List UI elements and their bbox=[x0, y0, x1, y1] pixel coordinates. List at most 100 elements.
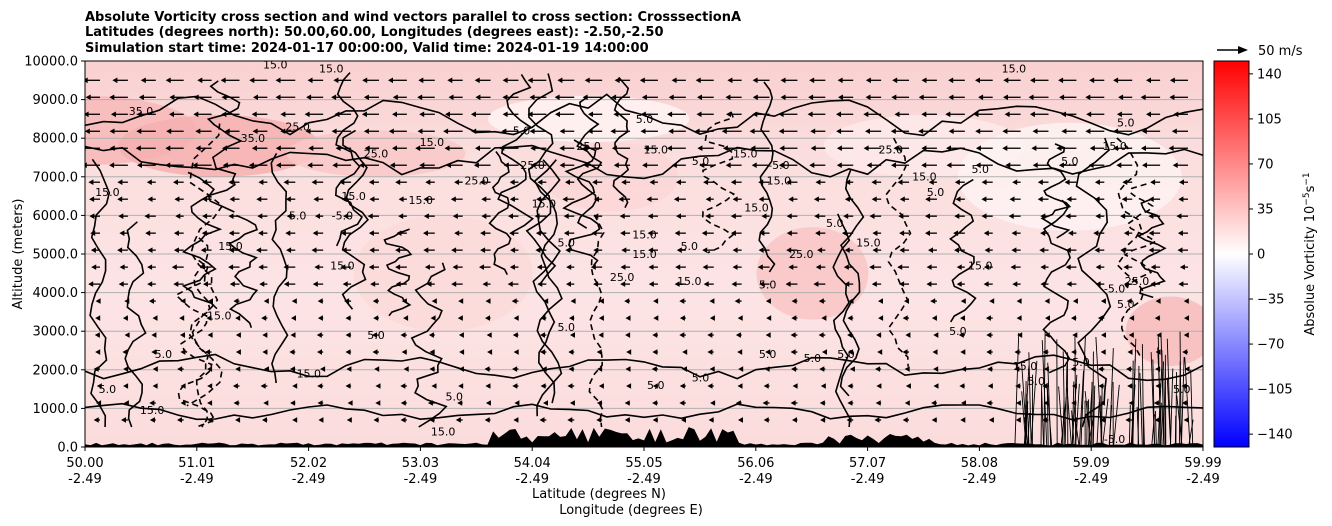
wind-vector bbox=[844, 247, 854, 253]
wind-vector-head bbox=[110, 111, 116, 118]
wind-vector-head bbox=[928, 247, 933, 253]
wind-vector bbox=[810, 128, 826, 135]
wind-vector-head bbox=[392, 111, 397, 118]
wind-vector bbox=[814, 213, 826, 219]
wind-vector bbox=[512, 366, 519, 372]
x-tick-label-latitude: 59.09 bbox=[1073, 456, 1110, 471]
wind-vector-head bbox=[418, 77, 424, 84]
wind-vector-head bbox=[471, 128, 477, 135]
wind-vector-head bbox=[1066, 196, 1072, 202]
wind-vector bbox=[501, 128, 519, 135]
contour-label: 5.0 bbox=[1117, 117, 1135, 130]
contour-label: 15.0 bbox=[218, 240, 243, 253]
wind-vector-head bbox=[314, 264, 320, 270]
wind-vector bbox=[448, 94, 463, 101]
wind-vector-head bbox=[1146, 111, 1151, 118]
contour-line bbox=[949, 178, 977, 323]
wind-vector bbox=[347, 400, 353, 406]
wind-vector bbox=[624, 417, 631, 423]
wind-vector-head bbox=[541, 366, 547, 372]
wind-vector-head bbox=[474, 77, 480, 84]
wind-vector bbox=[403, 315, 409, 321]
wind-vector bbox=[118, 213, 128, 219]
wind-vector bbox=[610, 128, 631, 135]
wind-vector-head bbox=[119, 264, 125, 270]
wind-vector-head bbox=[90, 247, 96, 253]
wind-vector bbox=[759, 281, 770, 287]
wind-vector-head bbox=[925, 230, 930, 236]
wind-vector-head bbox=[423, 196, 429, 202]
contour-label: 5.0 bbox=[681, 240, 699, 253]
wind-vector-head bbox=[261, 315, 267, 321]
wind-vector-head bbox=[721, 128, 727, 135]
wind-vector bbox=[91, 264, 100, 270]
wind-vector-head bbox=[759, 281, 765, 287]
wind-vector-head bbox=[643, 145, 649, 152]
wind-vector-head bbox=[93, 417, 99, 423]
contour-label: -5.0 bbox=[332, 209, 353, 222]
wind-vector-head bbox=[1098, 366, 1104, 372]
wind-vector-head bbox=[258, 230, 264, 236]
wind-vector bbox=[726, 111, 742, 118]
wind-vector-head bbox=[535, 230, 541, 236]
contour-line bbox=[85, 402, 1203, 421]
wind-vector-head bbox=[512, 366, 518, 372]
wind-vector bbox=[283, 179, 296, 186]
wind-vector-head bbox=[893, 145, 899, 152]
wind-vector bbox=[1030, 77, 1049, 84]
wind-vector-head bbox=[843, 264, 849, 270]
wind-vector bbox=[540, 332, 547, 338]
wind-vector bbox=[499, 145, 519, 152]
wind-vector bbox=[758, 196, 770, 202]
wind-vector-head bbox=[252, 128, 258, 135]
wind-vector-head bbox=[448, 94, 454, 101]
wind-vector bbox=[1120, 213, 1133, 219]
wind-vector bbox=[699, 162, 714, 169]
wind-vector-head bbox=[388, 77, 393, 84]
wind-vector-head bbox=[598, 315, 604, 321]
wind-vector bbox=[368, 264, 379, 270]
wind-vector bbox=[792, 383, 798, 389]
wind-vector bbox=[251, 111, 268, 118]
wind-vector-head bbox=[201, 230, 207, 236]
wind-vector bbox=[251, 145, 268, 152]
wind-vector bbox=[1039, 247, 1049, 253]
wind-vector bbox=[345, 349, 352, 355]
wind-vector-head bbox=[597, 366, 603, 372]
wind-vector-head bbox=[1116, 162, 1122, 169]
wind-vector bbox=[818, 298, 826, 304]
wind-vector bbox=[792, 417, 798, 423]
wind-vector bbox=[233, 400, 240, 406]
wind-vector bbox=[926, 264, 937, 270]
wind-vector bbox=[423, 247, 435, 253]
wind-vector bbox=[871, 281, 882, 287]
wind-vector bbox=[475, 145, 491, 152]
wind-vector-head bbox=[921, 77, 927, 84]
wind-vector bbox=[778, 128, 798, 135]
wind-vector-head bbox=[286, 247, 292, 253]
wind-vector-head bbox=[123, 366, 129, 372]
wind-vector bbox=[446, 162, 463, 169]
wind-vector-head bbox=[513, 417, 519, 423]
wind-vector-head bbox=[653, 315, 659, 321]
wind-vector-head bbox=[229, 196, 235, 202]
wind-vector bbox=[470, 111, 491, 118]
wind-vector-head bbox=[875, 400, 881, 406]
wind-vector bbox=[674, 230, 686, 236]
wind-vector bbox=[305, 128, 324, 135]
wind-vector bbox=[1148, 230, 1161, 236]
wind-vector-head bbox=[1016, 298, 1022, 304]
wind-vector bbox=[481, 213, 491, 219]
wind-vector bbox=[946, 162, 965, 169]
wind-vector-head bbox=[1089, 145, 1095, 152]
wind-vector bbox=[1184, 315, 1189, 321]
wind-vector bbox=[707, 349, 714, 355]
wind-vector-head bbox=[228, 179, 234, 186]
wind-vector-head bbox=[899, 196, 905, 202]
wind-vector bbox=[152, 315, 158, 321]
wind-vector-head bbox=[570, 332, 575, 338]
wind-vector-head bbox=[403, 366, 409, 372]
wind-vector bbox=[639, 77, 658, 84]
wind-vector-head bbox=[738, 366, 744, 372]
wind-vector-head bbox=[1126, 366, 1132, 372]
